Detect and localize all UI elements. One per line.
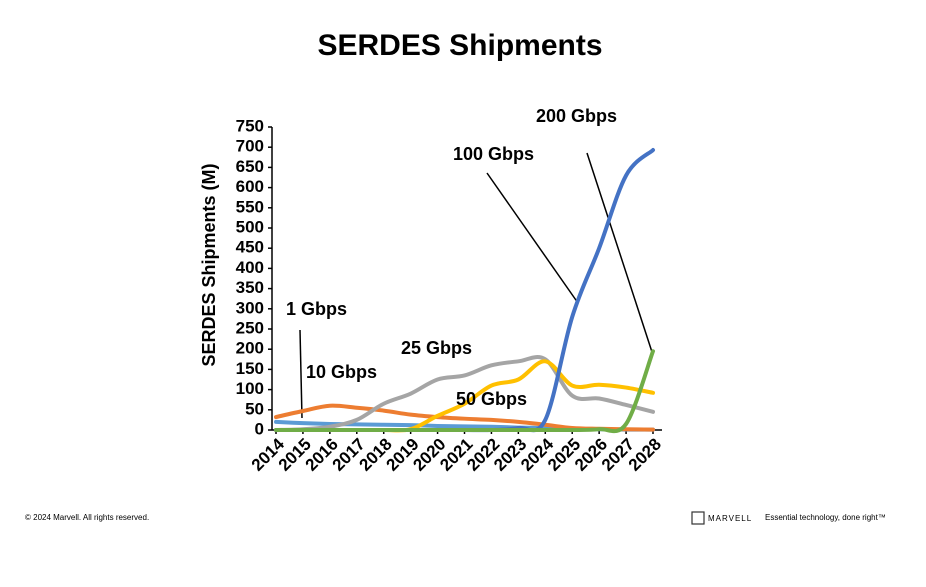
- series-label: 25 Gbps: [401, 338, 472, 358]
- y-tick-label: 750: [236, 116, 264, 135]
- y-tick-label: 100: [236, 379, 264, 398]
- y-tick-label: 550: [236, 197, 264, 216]
- y-tick-label: 350: [236, 278, 264, 297]
- y-tick-label: 700: [236, 137, 264, 156]
- tagline: Essential technology, done right™: [765, 513, 886, 522]
- series-line: [274, 355, 655, 432]
- brand: MARVELL: [708, 514, 752, 523]
- series-label: 50 Gbps: [456, 389, 527, 409]
- y-tick-label: 150: [236, 359, 264, 378]
- copyright: © 2024 Marvell. All rights reserved.: [25, 513, 149, 522]
- leader-lines: [299, 152, 653, 419]
- series-label: 100 Gbps: [453, 144, 534, 164]
- series-label: 1 Gbps: [286, 299, 347, 319]
- y-tick-label: 450: [236, 238, 264, 257]
- leader-line: [586, 152, 653, 353]
- leader-line: [299, 329, 303, 419]
- chart-title: SERDES Shipments: [317, 29, 602, 62]
- y-tick-label: 400: [236, 258, 264, 277]
- y-axis-title: SERDES Shipments (M): [199, 163, 219, 366]
- y-tick-label: 600: [236, 177, 264, 196]
- series-line: [274, 349, 655, 434]
- y-tick-label: 250: [236, 318, 264, 337]
- y-tick-label: 650: [236, 157, 264, 176]
- y-tick-label: 300: [236, 298, 264, 317]
- y-tick-label: 200: [236, 339, 264, 358]
- logo-icon: [691, 511, 705, 525]
- y-tick-label: 50: [245, 399, 264, 418]
- series-label: 200 Gbps: [536, 106, 617, 126]
- y-tick-label: 500: [236, 217, 264, 236]
- leader-line: [486, 172, 579, 304]
- series-label: 10 Gbps: [306, 362, 377, 382]
- y-tick-label: 0: [255, 419, 264, 438]
